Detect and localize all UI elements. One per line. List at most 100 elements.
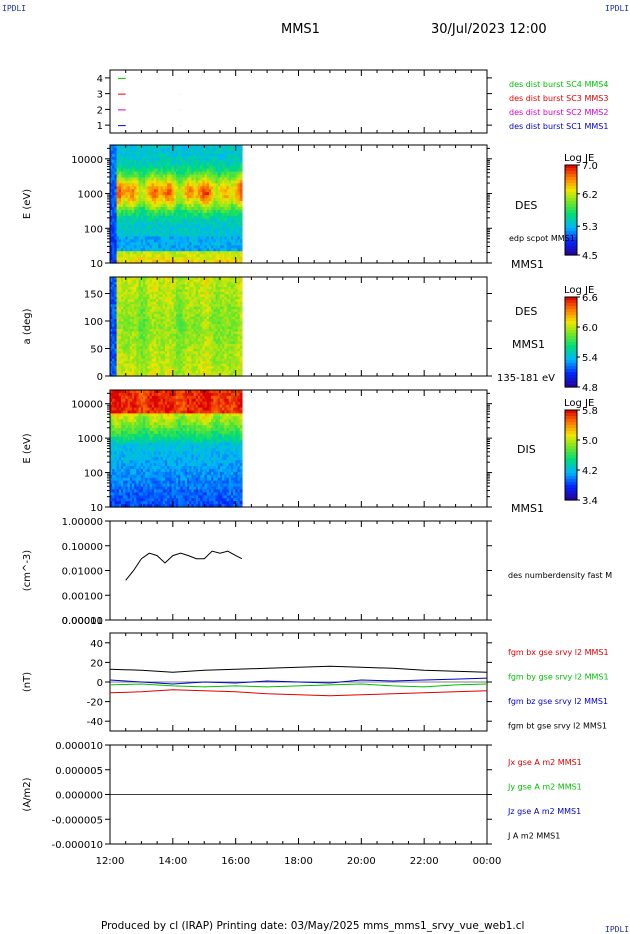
dis-spec-y-label-1: 100: [84, 469, 103, 480]
fgm-line-1: [109, 683, 488, 688]
density-y-label-3: 0.00100: [62, 591, 103, 602]
des-spec-colorbar-step-29: [565, 252, 577, 256]
dis-spec-ylabel: E (eV): [22, 433, 33, 463]
des-spec-instrument: DES: [515, 199, 537, 212]
dis-spec-frame-time-ticks: [109, 390, 488, 507]
corner-label-bottom-right: IPDLI: [605, 925, 630, 934]
dis-spec-colorbar-step-24: [565, 482, 577, 486]
des-spec-cb-label-2: 5.3: [582, 222, 598, 233]
des-spec-colorbar-frame: [564, 164, 578, 256]
des-pa-colorbar-step-11: [565, 330, 577, 334]
des-pa-colorbar-step-26: [565, 375, 577, 379]
dis-spec-cb-label-2: 4.2: [582, 466, 598, 477]
des-pa-energy-range: 135-181 eV: [497, 373, 555, 384]
des-pa-colorbar-step-24: [565, 369, 577, 373]
current-y-label-1: 0.000005: [55, 766, 103, 777]
dis-spec-colorbar-step-2: [565, 416, 577, 420]
des-pa-colorbar-step-10: [565, 327, 577, 331]
des-spec-y-label-3: 10000: [71, 155, 103, 166]
burst-panel-frame: [109, 69, 488, 134]
dis-spec-colorbar-step-18: [565, 464, 577, 468]
des-pa-colorbar-step-4: [565, 309, 577, 313]
current-y-label-0: 0.000010: [55, 741, 103, 752]
des-spec-colorbar-step-25: [565, 240, 577, 244]
des-pa-colorbar-frame: [564, 296, 578, 388]
dis-spec-colorbar-step-25: [565, 485, 577, 489]
des-spec-colorbar-step-5: [565, 180, 577, 184]
des-pa-colorbar-step-29: [565, 384, 577, 388]
des-spec-colorbar-step-26: [565, 243, 577, 247]
xaxis-label-1: 14:00: [158, 856, 187, 867]
des-spec-colorbar-step-1: [565, 168, 577, 172]
dis-spec-colorbar-frame: [564, 409, 578, 501]
density-y-label-2: 0.01000: [62, 567, 103, 578]
fgm-legend-3: fgm bt gse srvy l2 MMS1: [508, 722, 607, 731]
des-pa-colorbar-step-8: [565, 321, 577, 325]
burst-legend-1: des dist burst SC1 MMS1: [509, 122, 608, 131]
dis-spec-colorbar-step-27: [565, 491, 577, 495]
dis-spec-colorbar-step-13: [565, 449, 577, 453]
dis-spec-colorbar-label: Log JE: [564, 398, 594, 409]
des-spec-ylabel: E (eV): [22, 189, 33, 219]
dis-spec-colorbar-step-29: [565, 497, 577, 501]
des-spec-colorbar-step-6: [565, 183, 577, 187]
des-pa-colorbar-step-20: [565, 357, 577, 361]
des-spec-cb-label-0: 7.0: [582, 161, 598, 172]
des-spec-colorbar-step-21: [565, 228, 577, 232]
des-spec-y-label-0: 10: [90, 259, 103, 270]
des-spec-colorbar-step-12: [565, 201, 577, 205]
des-spec-cells: [110, 145, 243, 264]
dis-spec-colorbar-step-4: [565, 422, 577, 426]
dis-spec-cb-label-3: 3.4: [582, 496, 598, 507]
density-line: [125, 550, 243, 581]
des-pa-colorbar-step-2: [565, 303, 577, 307]
burst-legend-3: des dist burst SC3 MMS3: [509, 94, 608, 103]
des-pa-y-label-3: 150: [84, 290, 103, 301]
xaxis-label-6: 00:00: [473, 856, 502, 867]
des-spec-colorbar-label: Log JE: [564, 153, 594, 164]
des-pa-colorbar-step-27: [565, 378, 577, 382]
dis-spec-colorbar-step-0: [565, 410, 577, 414]
des-pa-y-label-1: 50: [90, 345, 103, 356]
des-pa-colorbar-step-1: [565, 300, 577, 304]
des-pa-cb-label-0: 6.6: [582, 293, 598, 304]
dis-spec-colorbar-step-23: [565, 479, 577, 483]
dis-spec-instrument: DIS: [517, 443, 536, 456]
density-y-label-4: 0.00010: [62, 616, 103, 627]
spacecraft-title: MMS1: [281, 22, 320, 37]
des-pa-colorbar-step-0: [565, 297, 577, 301]
xaxis-label-4: 20:00: [347, 856, 376, 867]
dis-spec-colorbar-step-7: [565, 431, 577, 435]
des-spec-colorbar-step-0: [565, 165, 577, 169]
des-pa-colorbar-step-17: [565, 348, 577, 352]
dis-spec-y-label-0: 10: [90, 503, 103, 514]
des-pa-cells: [110, 277, 243, 377]
dis-spec-cells: [110, 390, 243, 508]
des-spec-colorbar-step-27: [565, 246, 577, 250]
dis-spec-colorbar-step-1: [565, 413, 577, 417]
density-legend: des numberdensity fast M: [508, 571, 612, 580]
des-spec-colorbar-step-3: [565, 174, 577, 178]
xaxis-label-0: 12:00: [96, 856, 125, 867]
dis-spec-spacecraft: MMS1: [511, 502, 544, 515]
des-pa-colorbar-step-5: [565, 312, 577, 316]
density-y-label-5: 0.00001: [62, 616, 103, 627]
dis-spec-minor-ticks: [107, 392, 490, 498]
des-pa-colorbar-label: Log JE: [564, 285, 594, 296]
xaxis-label-2: 16:00: [221, 856, 250, 867]
dis-spec-colorbar-step-3: [565, 419, 577, 423]
des-spec-colorbar-step-10: [565, 195, 577, 199]
current-legend-3: J A m2 MMS1: [507, 832, 560, 841]
des-spec-y-label-1: 100: [84, 224, 103, 235]
des-spec-colorbar-step-24: [565, 237, 577, 241]
des-spec-spacecraft: MMS1: [511, 258, 544, 271]
des-spec-colorbar-step-17: [565, 216, 577, 220]
dis-spec-colorbar-step-26: [565, 488, 577, 492]
burst-panel-frame-time-ticks: [109, 70, 488, 133]
des-pa-colorbar-step-7: [565, 318, 577, 322]
datetime-title: 30/Jul/2023 12:00: [431, 22, 547, 37]
des-spec-colorbar-step-7: [565, 186, 577, 190]
corner-label-top-left: IPDLI: [2, 4, 27, 13]
density-frame-time-ticks: [109, 521, 488, 620]
des-pa-colorbar-step-3: [565, 306, 577, 310]
